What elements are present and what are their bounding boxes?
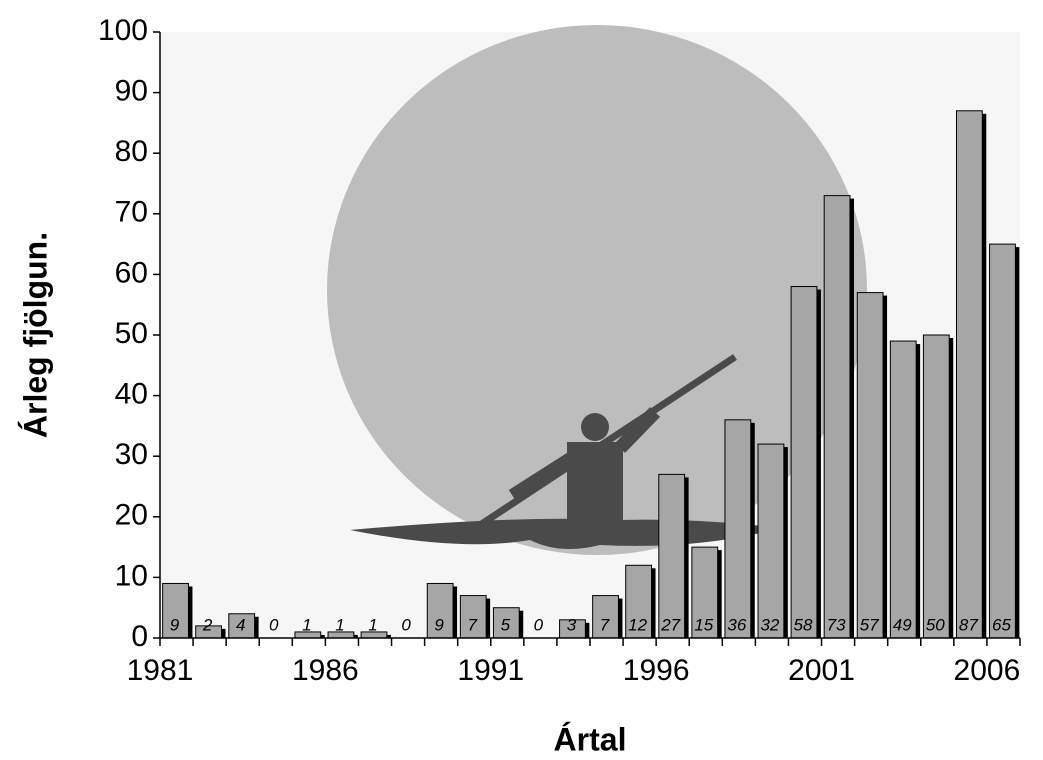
x-tick-label: 1986 [292,654,359,687]
y-tick-label: 60 [115,256,148,289]
bar [889,340,917,639]
data-label: 0 [269,615,279,634]
bar [989,243,1016,639]
x-tick-label: 1981 [127,654,194,687]
x-tick-label: 2006 [954,654,1021,687]
data-label: 32 [760,615,779,634]
y-tick-label: 0 [131,620,148,653]
data-label: 1 [368,615,377,634]
y-tick-label: 20 [115,499,148,532]
y-tick-label: 30 [115,438,148,471]
data-label: 1 [302,615,311,634]
data-label: 4 [236,615,245,634]
x-tick-label: 2001 [788,654,855,687]
data-label: 1 [335,615,344,634]
y-tick-label: 50 [115,317,148,350]
bar [426,582,454,639]
bar [823,195,851,639]
x-tick-label: 1996 [623,654,690,687]
y-axis-title: Árleg fjölgun. [17,232,53,438]
data-label: 73 [827,615,846,634]
bar [856,292,884,639]
bar [459,595,487,639]
data-label: 27 [660,615,680,634]
data-label: 9 [434,615,444,634]
y-tick-label: 40 [115,378,148,411]
data-label: 3 [567,615,577,634]
y-tick-label: 70 [115,196,148,229]
data-label: 7 [600,615,610,634]
data-label: 5 [501,615,511,634]
data-label: 65 [992,615,1011,634]
bar [757,443,785,639]
y-tick-label: 10 [115,559,148,592]
y-tick-label: 80 [115,135,148,168]
bar [658,473,686,639]
data-label: 0 [401,615,411,634]
x-axis-title: Ártal [554,721,627,757]
bar [691,546,719,639]
bar [625,564,653,639]
bar [162,582,189,639]
data-label: 9 [170,615,180,634]
bar [922,334,950,639]
data-label: 12 [628,615,647,634]
data-label: 7 [467,615,477,634]
data-label: 58 [794,615,813,634]
data-label: 15 [694,615,713,634]
bar [790,286,818,639]
bar [724,419,752,639]
bar [955,110,983,639]
data-label: 36 [727,615,746,634]
data-label: 50 [926,615,945,634]
data-label: 87 [959,615,978,634]
data-label: 57 [860,615,879,634]
bar [492,607,520,639]
data-label: 49 [893,615,912,634]
data-label: 2 [202,615,213,634]
y-tick-label: 100 [98,14,148,47]
x-tick-label: 1991 [457,654,524,687]
y-tick-label: 90 [115,75,148,108]
data-label: 0 [534,615,544,634]
